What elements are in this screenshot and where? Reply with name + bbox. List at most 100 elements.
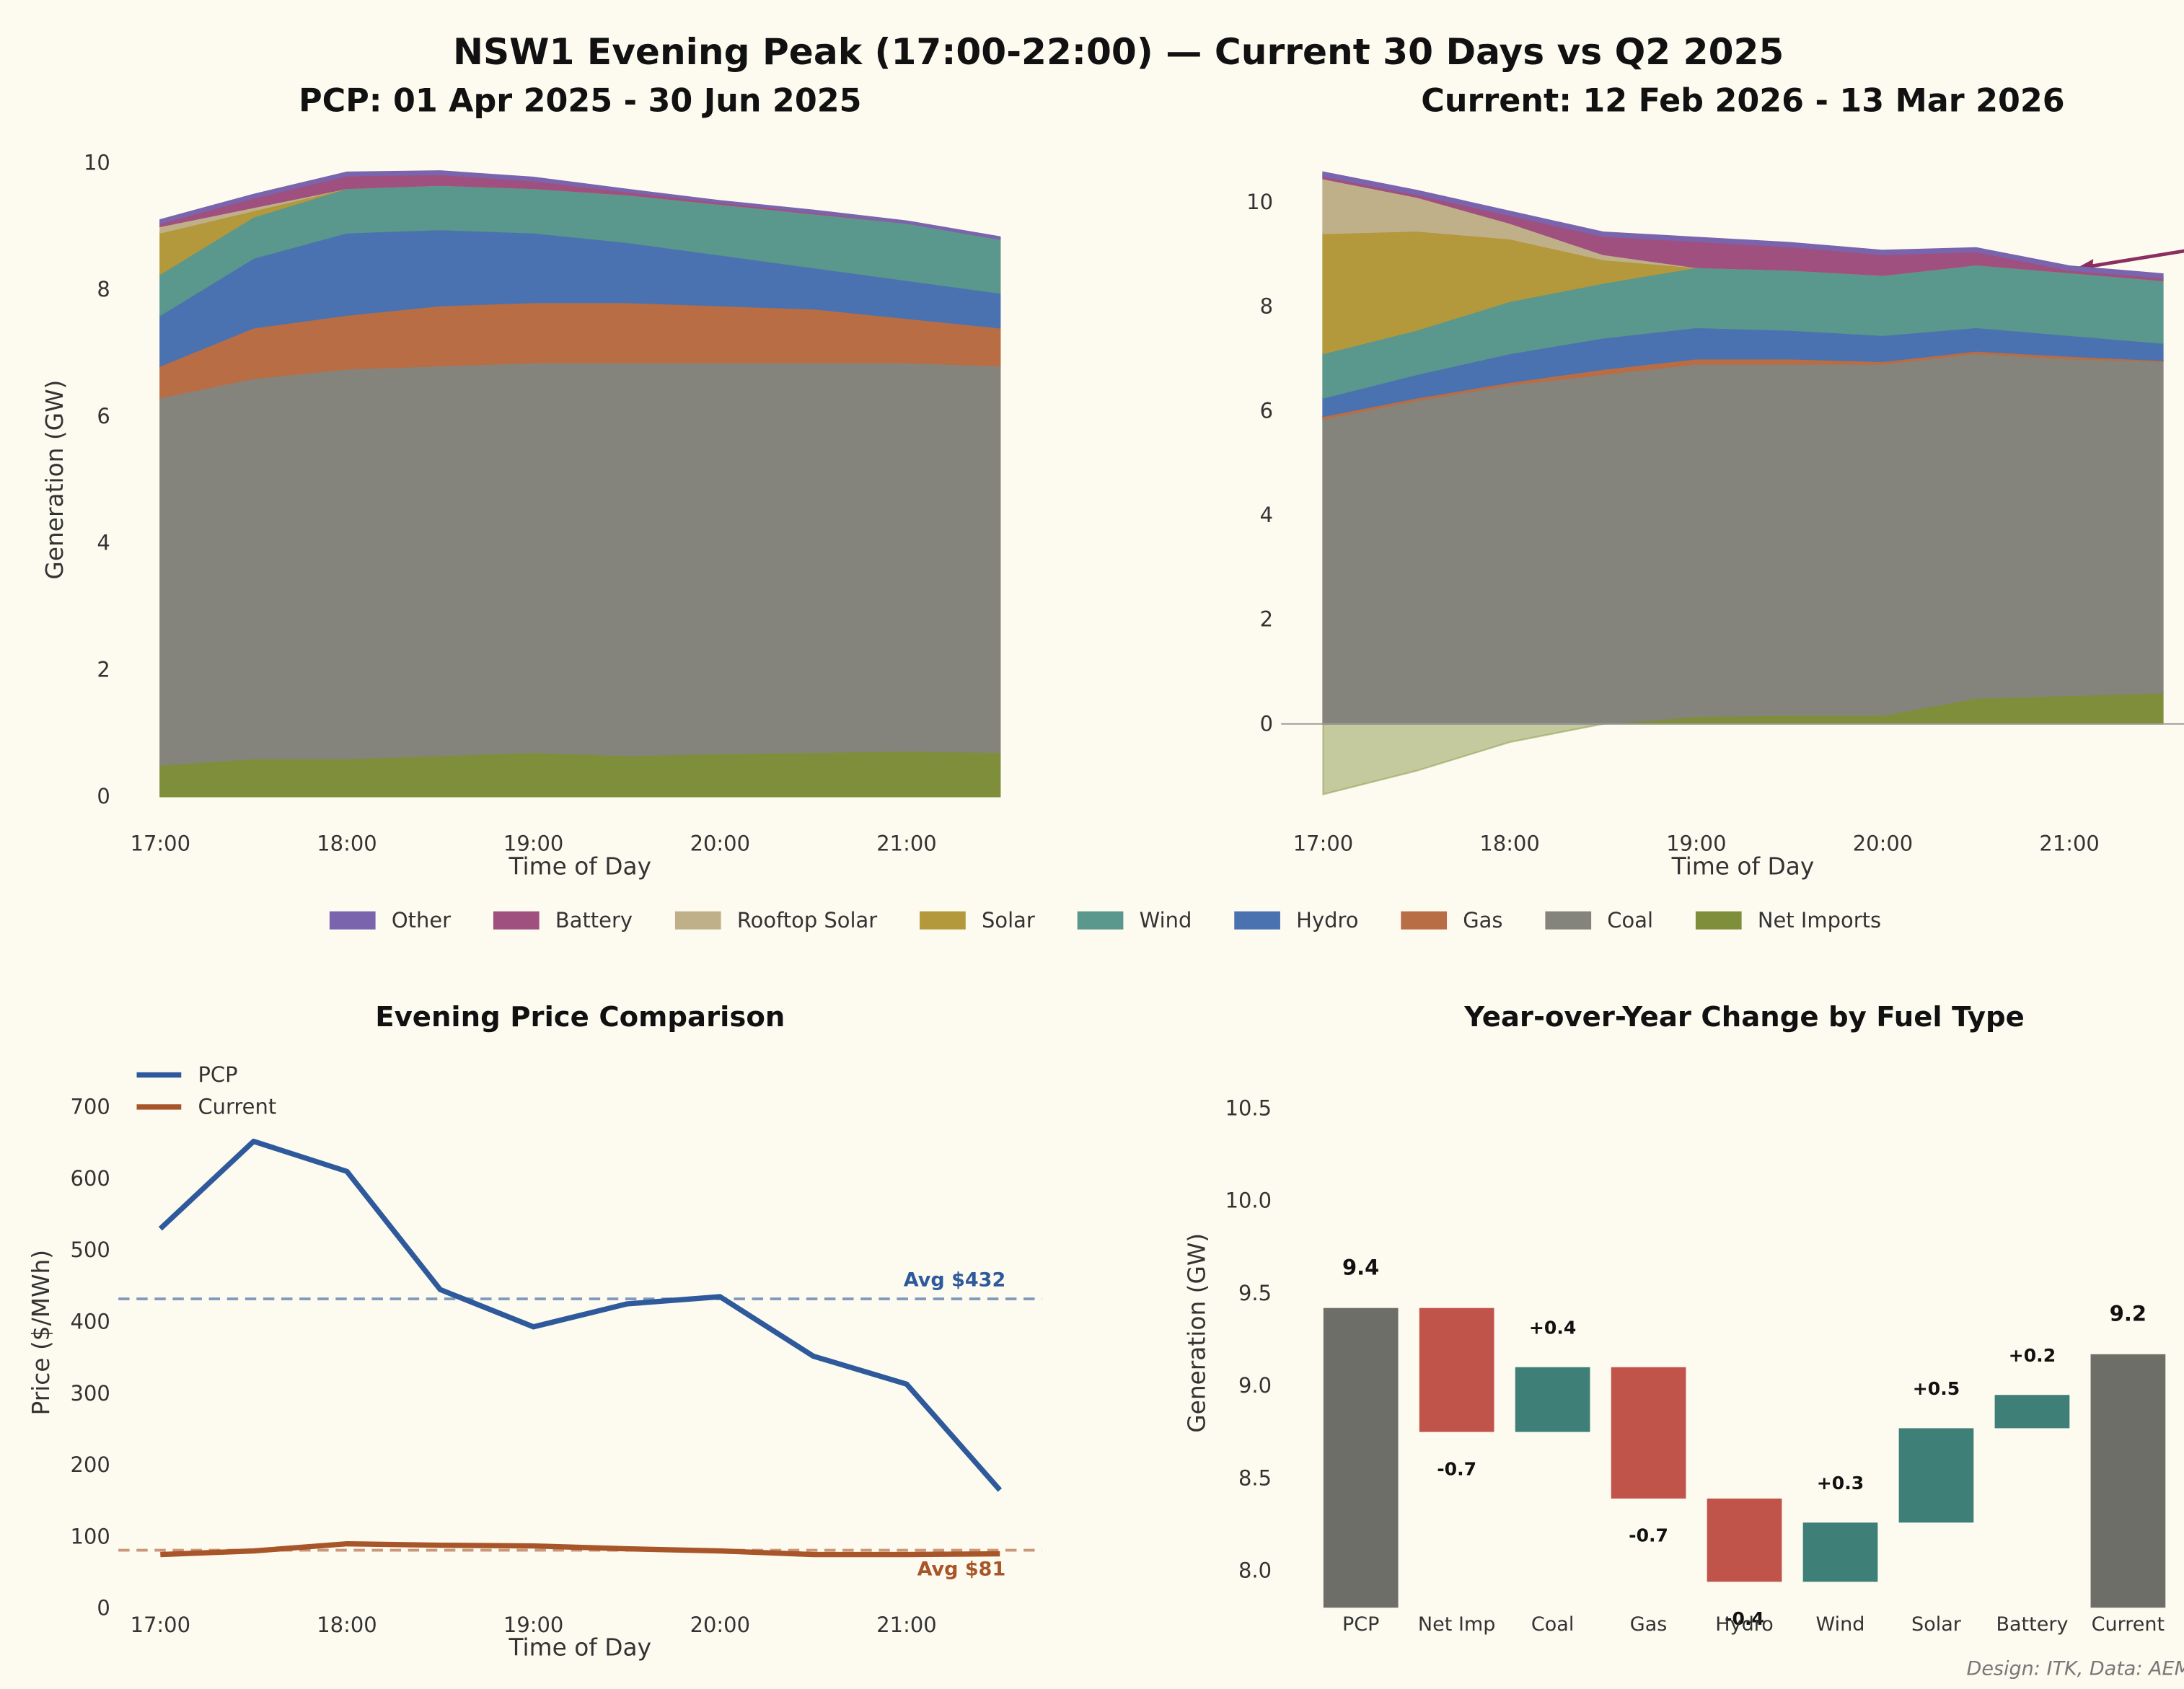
value-label: +0.3 xyxy=(1817,1473,1864,1494)
value-label: -0.7 xyxy=(1629,1525,1668,1546)
x-tick-label: 19:00 xyxy=(503,832,563,856)
y-tick-label: 2 xyxy=(1260,607,1273,632)
y-tick-label: 6 xyxy=(1260,398,1273,423)
legend-swatch xyxy=(1545,911,1592,930)
bar xyxy=(1802,1522,1878,1582)
x-axis-label: Time of Day xyxy=(1671,853,1815,881)
x-axis-label: Time of Day xyxy=(508,1634,652,1662)
chart-title: PCP: 01 Apr 2025 - 30 Jun 2025 xyxy=(299,82,861,119)
legend-label: Rooftop Solar xyxy=(737,908,877,932)
value-label: +0.5 xyxy=(1913,1378,1960,1399)
legend-label: Gas xyxy=(1463,908,1502,932)
value-label: 9.2 xyxy=(2110,1301,2146,1326)
legend-swatch xyxy=(920,911,966,930)
area xyxy=(1322,171,2164,279)
chart-title: Year-over-Year Change by Fuel Type xyxy=(1463,1001,2025,1033)
y-tick-label: 9.0 xyxy=(1238,1373,1272,1398)
x-tick-label: Coal xyxy=(1531,1613,1574,1636)
area xyxy=(159,361,1001,766)
x-tick-label: 17:00 xyxy=(131,1613,190,1637)
bar xyxy=(1707,1498,1782,1582)
x-tick-label: 19:00 xyxy=(1666,832,1726,856)
y-tick-label: 4 xyxy=(1260,503,1273,527)
y-tick-label: 600 xyxy=(71,1166,110,1191)
x-tick-label: Wind xyxy=(1816,1613,1865,1636)
y-axis-label: Generation (GW) xyxy=(41,380,69,580)
bar xyxy=(1994,1395,2070,1429)
x-tick-label: 21:00 xyxy=(876,1613,936,1637)
x-tick-label: 21:00 xyxy=(876,832,936,856)
y-tick-label: 700 xyxy=(71,1095,110,1119)
x-tick-label: Hydro xyxy=(1715,1613,1774,1636)
x-tick-label: 19:00 xyxy=(503,1613,563,1637)
y-tick-label: 6 xyxy=(97,404,110,428)
area xyxy=(159,170,1001,240)
value-label: -0.4 xyxy=(1725,1608,1764,1629)
value-label: 9.4 xyxy=(1342,1255,1379,1279)
y-tick-label: 0 xyxy=(97,1596,110,1620)
bar xyxy=(1515,1367,1590,1432)
figure-title: NSW1 Evening Peak (17:00-22:00) — Curren… xyxy=(453,30,1784,73)
area xyxy=(1322,352,2164,725)
bar xyxy=(2090,1354,2166,1608)
value-label: -0.7 xyxy=(1437,1458,1476,1479)
y-tick-label: 100 xyxy=(71,1524,110,1548)
y-tick-label: 8.5 xyxy=(1238,1465,1272,1490)
y-tick-label: 8 xyxy=(1260,294,1273,319)
annotation-arrow xyxy=(2083,249,2184,270)
legend-swatch xyxy=(674,911,721,930)
x-tick-label: Net Imp xyxy=(1418,1613,1495,1636)
bar xyxy=(1323,1307,1399,1608)
x-tick-label: Gas xyxy=(1630,1613,1668,1636)
y-tick-label: 10 xyxy=(1246,190,1273,214)
y-tick-label: 10.0 xyxy=(1225,1189,1272,1213)
legend-label: Wind xyxy=(1140,908,1192,932)
x-tick-label: 17:00 xyxy=(1293,832,1353,856)
x-tick-label: 18:00 xyxy=(1479,832,1539,856)
legend-label: Battery xyxy=(555,908,633,932)
average-label: Avg $81 xyxy=(917,1558,1006,1580)
y-tick-label: 8 xyxy=(97,277,110,301)
legend-swatch xyxy=(329,911,376,930)
y-tick-label: 0 xyxy=(1260,711,1273,736)
average-label: Avg $432 xyxy=(904,1269,1006,1292)
y-axis-label: Generation (GW) xyxy=(1183,1233,1210,1433)
y-tick-label: 9.5 xyxy=(1238,1281,1272,1305)
y-tick-label: 8.0 xyxy=(1238,1558,1272,1583)
value-label: +0.4 xyxy=(1529,1317,1576,1338)
chart-title: Evening Price Comparison xyxy=(375,1001,785,1033)
x-tick-label: 18:00 xyxy=(317,832,377,856)
x-tick-label: Solar xyxy=(1911,1613,1962,1636)
footer: Design: ITK, Data: AEMO xyxy=(1967,1658,2184,1680)
bar xyxy=(1419,1307,1494,1432)
bar xyxy=(1611,1367,1686,1499)
x-tick-label: 18:00 xyxy=(317,1613,377,1637)
legend-label: Net Imports xyxy=(1758,908,1881,932)
line xyxy=(160,1540,1000,1558)
x-tick-label: 20:00 xyxy=(690,1613,750,1637)
y-tick-label: 200 xyxy=(71,1452,110,1477)
y-tick-label: 2 xyxy=(97,657,110,682)
y-tick-label: 400 xyxy=(71,1309,110,1333)
legend-label: Other xyxy=(392,908,451,932)
legend-swatch xyxy=(1077,911,1124,930)
y-tick-label: 500 xyxy=(71,1238,110,1262)
legend-swatch xyxy=(493,911,540,930)
x-tick-label: 20:00 xyxy=(690,832,750,856)
bar xyxy=(1898,1428,1974,1523)
x-tick-label: Current xyxy=(2092,1613,2165,1636)
legend-swatch xyxy=(1401,911,1448,930)
legend-label: Hydro xyxy=(1296,908,1358,932)
y-tick-label: 10 xyxy=(84,151,110,175)
value-label: +0.2 xyxy=(2009,1345,2056,1366)
x-tick-label: 21:00 xyxy=(2039,832,2099,856)
x-axis-label: Time of Day xyxy=(508,853,652,881)
line xyxy=(158,1138,1003,1492)
y-tick-label: 10.5 xyxy=(1225,1095,1272,1120)
x-tick-label: Battery xyxy=(1996,1613,2068,1636)
y-tick-label: 0 xyxy=(97,784,110,808)
x-tick-label: 20:00 xyxy=(1853,832,1913,856)
legend-swatch xyxy=(1234,911,1280,930)
